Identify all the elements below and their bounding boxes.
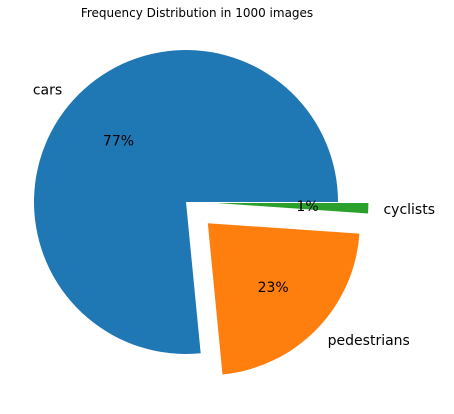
slice-label-cyclists: cyclists <box>383 202 435 218</box>
pct-label-cyclists: 1% <box>296 199 318 215</box>
pct-label-pedestrians: 23% <box>258 280 289 296</box>
pie-slice-pedestrians <box>207 223 360 375</box>
pie-slice-cars <box>34 50 339 355</box>
pie-slices <box>34 50 369 375</box>
slice-label-cars: cars <box>33 83 62 99</box>
pie-labels: cars 77% pedestrians 23% cyclists 1% <box>33 83 435 349</box>
chart-title: Frequency Distribution in 1000 images <box>81 6 313 20</box>
slice-label-pedestrians: pedestrians <box>328 333 410 349</box>
pie-slice-cyclists <box>216 203 369 214</box>
pct-label-cars: 77% <box>103 134 134 150</box>
